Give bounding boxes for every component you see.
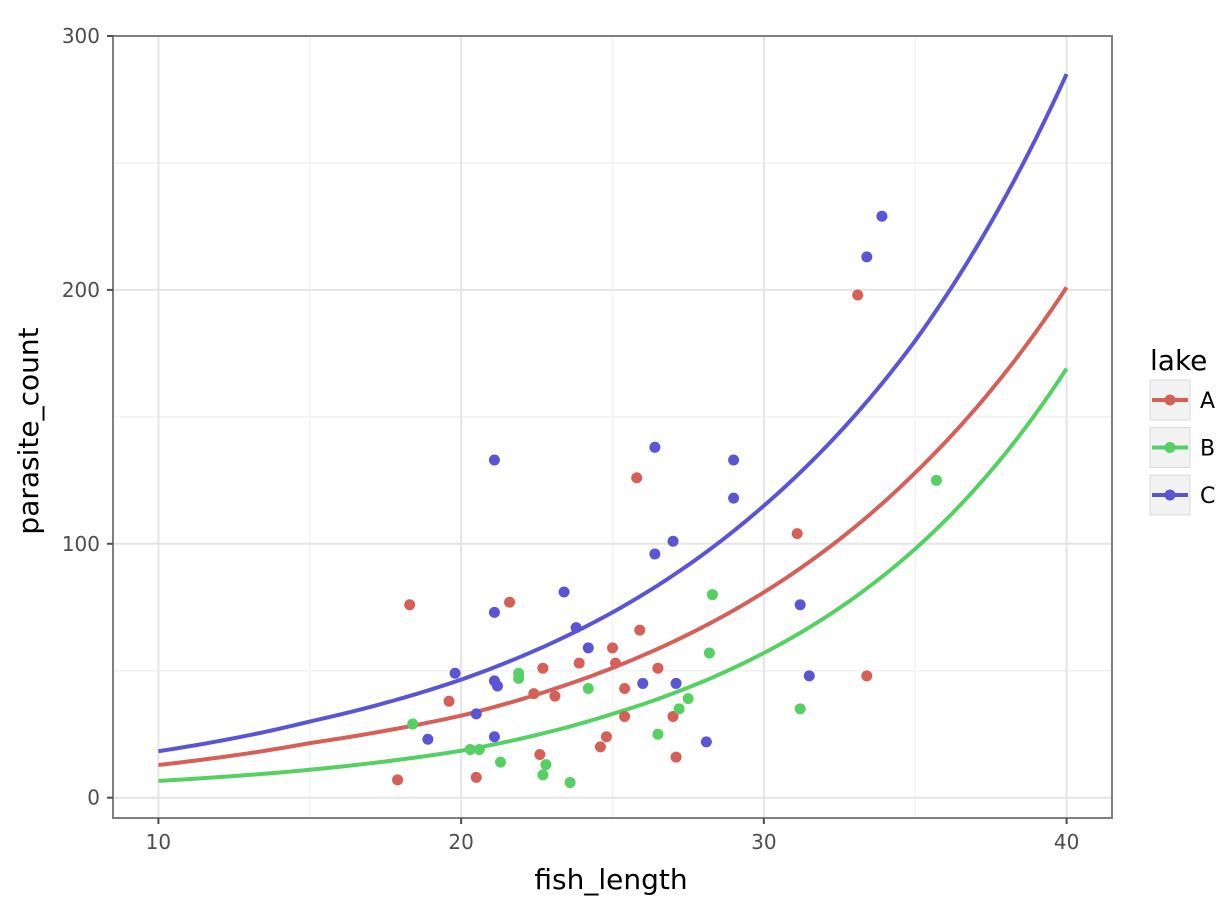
legend: lake ABC (1149, 344, 1215, 516)
data-point-C (794, 599, 806, 611)
y-tick-label: 200 (62, 278, 100, 302)
data-point-B (564, 776, 576, 788)
data-point-A (861, 670, 873, 682)
data-point-A (600, 731, 612, 743)
data-point-B (473, 743, 485, 755)
data-point-C (667, 535, 679, 547)
data-point-A (443, 695, 455, 707)
x-tick-label: 20 (448, 830, 473, 854)
data-point-B (407, 718, 419, 730)
data-point-C (470, 708, 482, 720)
data-point-C (422, 733, 434, 745)
data-point-A (528, 688, 540, 700)
data-point-C (803, 670, 815, 682)
fit-curves (158, 73, 1069, 783)
data-point-A (607, 642, 618, 654)
data-point-A (652, 662, 664, 674)
data-point-A (610, 657, 622, 669)
data-point-A (670, 751, 682, 763)
fit-curve-A (158, 286, 1069, 767)
x-tick-label: 30 (751, 830, 776, 854)
data-point-B (652, 728, 664, 740)
legend-point-B (1164, 442, 1176, 453)
x-tick-label: 40 (1054, 830, 1079, 854)
data-point-C (861, 251, 873, 263)
data-point-C (488, 606, 500, 618)
data-point-C (649, 441, 661, 453)
legend-point-C (1164, 489, 1176, 501)
data-point-B (673, 703, 685, 715)
x-axis-title: fish_length (534, 863, 687, 896)
data-point-B (930, 474, 942, 486)
x-tick-label: 10 (146, 830, 171, 854)
data-point-C (570, 622, 582, 634)
minor-gridlines (113, 36, 1112, 818)
data-point-B (513, 667, 525, 679)
data-point-A (619, 710, 631, 722)
data-point-A (667, 710, 679, 722)
legend-title: lake (1150, 344, 1207, 377)
data-point-B (537, 769, 549, 781)
panel-border (112, 35, 1113, 819)
data-point-A (852, 289, 864, 301)
data-point-A (631, 472, 643, 484)
data-point-C (649, 548, 661, 560)
data-point-C (488, 731, 500, 743)
data-point-A (619, 683, 631, 695)
data-point-A (504, 596, 516, 608)
data-point-C (558, 586, 570, 598)
legend-label-C: C (1200, 484, 1215, 509)
data-point-B (703, 647, 715, 659)
data-point-C (637, 677, 649, 689)
data-point-B (464, 743, 476, 755)
data-point-A (791, 528, 803, 540)
y-tick-label: 100 (62, 532, 100, 556)
data-point-A (404, 599, 416, 611)
data-point-C (491, 680, 503, 692)
data-point-A (573, 657, 585, 669)
data-point-B (540, 759, 552, 771)
data-point-C (876, 210, 888, 222)
legend-point-A (1164, 394, 1176, 406)
data-point-B (706, 589, 718, 601)
data-point-B (582, 683, 594, 695)
data-point-C (488, 454, 500, 466)
y-tick-label: 300 (62, 24, 100, 48)
data-point-C (700, 736, 712, 748)
data-point-C (670, 677, 682, 689)
y-tick-label: 0 (87, 786, 100, 810)
legend-label-A: A (1200, 389, 1215, 414)
fit-curve-C (158, 73, 1069, 754)
y-axis-title: parasite_count (12, 327, 45, 534)
data-points (392, 210, 942, 788)
data-point-A (470, 771, 482, 783)
data-point-A (634, 624, 646, 636)
fit-curve-B (158, 367, 1069, 783)
data-point-A (537, 662, 549, 674)
data-point-C (582, 642, 594, 654)
data-point-B (794, 703, 806, 715)
data-point-B (682, 693, 694, 705)
data-point-B (494, 756, 506, 768)
data-point-A (392, 774, 404, 786)
data-point-C (449, 667, 461, 679)
axis-tick-labels: 10 20 30 40 0 100 200 300 (62, 24, 1080, 854)
data-point-A (549, 690, 561, 702)
data-point-A (534, 749, 546, 761)
legend-label-B: B (1200, 437, 1215, 462)
axis-ticks (107, 35, 1068, 824)
data-point-C (728, 454, 740, 466)
data-point-C (728, 492, 740, 504)
data-point-A (594, 741, 606, 753)
